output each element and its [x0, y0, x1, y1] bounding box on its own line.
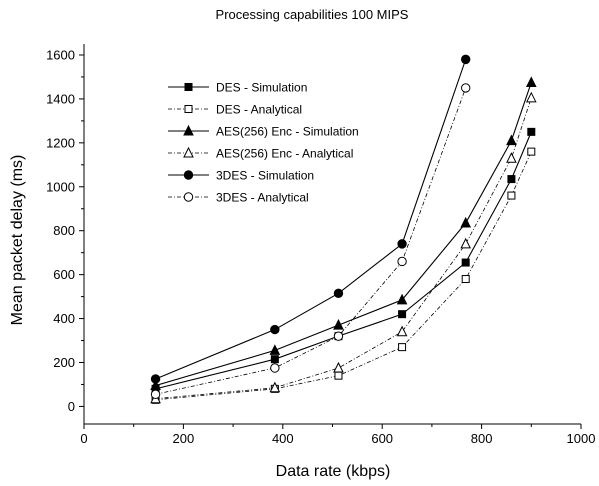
legend-marker	[184, 105, 193, 113]
data-point	[270, 363, 280, 373]
data-point	[333, 361, 344, 373]
legend-item: AES(256) Enc - Simulation	[168, 125, 359, 139]
data-point	[396, 325, 408, 337]
legend-item: 3DES - Simulation	[168, 169, 314, 183]
data-point	[397, 239, 407, 249]
series-line	[155, 151, 532, 401]
legend-label: 3DES - Analytical	[216, 191, 309, 205]
legend-marker	[183, 124, 194, 136]
data-point	[527, 147, 536, 156]
x-tick-label: 800	[471, 431, 493, 446]
y-tick-label: 0	[68, 399, 75, 414]
data-point	[525, 91, 537, 103]
data-point	[506, 134, 517, 146]
data-point	[527, 127, 536, 136]
data-point	[269, 381, 281, 393]
x-tick-label: 200	[173, 431, 195, 446]
y-tick-label: 1000	[46, 179, 75, 194]
series-5	[150, 54, 471, 384]
legend-label: DES - Analytical	[216, 103, 302, 117]
data-point	[460, 237, 472, 249]
y-tick-label: 400	[53, 311, 75, 326]
series-1	[151, 127, 536, 393]
data-point	[270, 355, 279, 364]
data-point	[506, 152, 517, 163]
axes: 0 200 400 600 800 1000 0 200 400 600 800 1000 1200 14…	[46, 44, 595, 446]
legend-item: DES - Analytical	[168, 103, 302, 117]
legend-marker	[183, 146, 194, 158]
x-tick-label: 400	[272, 431, 294, 446]
series-line	[155, 131, 532, 390]
data-point	[507, 191, 516, 200]
legend-item: AES(256) Enc - Analytical	[168, 147, 353, 161]
data-point	[398, 343, 407, 352]
data-point	[460, 54, 471, 65]
legend-item: DES - Simulation	[168, 81, 307, 95]
data-point	[270, 324, 280, 335]
legend-label: 3DES - Simulation	[216, 169, 314, 183]
series-layer	[150, 54, 537, 404]
data-point	[460, 83, 471, 93]
y-tick-label: 200	[53, 355, 75, 370]
series-line	[155, 59, 467, 380]
data-point	[333, 319, 344, 330]
y-tick-label: 1600	[46, 47, 75, 62]
legend-label: AES(256) Enc - Analytical	[216, 147, 353, 161]
data-point	[461, 275, 470, 284]
legend-marker	[184, 83, 193, 91]
y-tick-label: 1400	[46, 91, 75, 106]
x-tick-label: 600	[371, 431, 393, 446]
legend-item: 3DES - Analytical	[168, 191, 309, 205]
chart-title: Processing capabilities 100 MIPS	[216, 7, 409, 22]
data-point	[334, 371, 343, 380]
data-point	[396, 293, 408, 305]
data-point	[461, 258, 470, 267]
y-axis-title: Mean packet delay (ms)	[9, 155, 26, 326]
legend-label: AES(256) Enc - Simulation	[216, 125, 359, 139]
legend-label: DES - Simulation	[216, 81, 307, 95]
data-point	[150, 379, 161, 391]
y-tick-label: 1200	[46, 135, 75, 150]
data-point	[269, 344, 281, 355]
x-axis-title: Data rate (kbps)	[276, 463, 391, 480]
data-point	[397, 256, 407, 267]
data-point	[525, 76, 537, 87]
x-tick-label: 0	[80, 431, 87, 446]
series-line	[155, 97, 532, 400]
data-point	[333, 331, 344, 341]
x-tick-label: 1000	[567, 431, 596, 446]
y-tick-label: 600	[53, 267, 75, 282]
y-tick-label: 800	[53, 223, 75, 238]
legend-marker	[183, 170, 194, 180]
legend: DES - Simulation DES - Analytical AES(256)…	[168, 81, 359, 205]
series-line	[155, 87, 467, 395]
data-point	[507, 175, 516, 184]
series-4	[150, 91, 537, 404]
legend-marker	[183, 192, 194, 202]
data-point	[150, 389, 161, 400]
data-point	[150, 374, 161, 384]
series-6	[150, 83, 471, 400]
data-point	[460, 216, 472, 228]
data-point	[333, 288, 344, 299]
data-point	[398, 310, 407, 319]
series-3	[150, 76, 537, 391]
